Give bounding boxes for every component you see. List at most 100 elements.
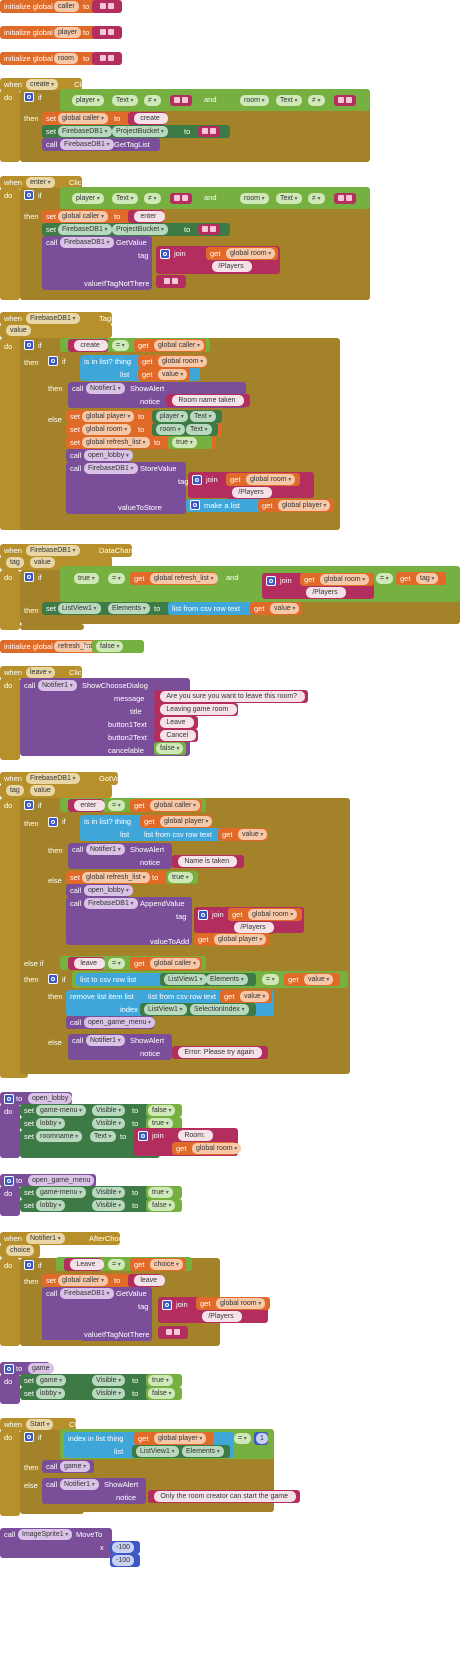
variable-name-dropdown[interactable]: global room (246, 474, 296, 485)
variable-name-dropdown[interactable]: value (304, 974, 334, 985)
component-dropdown[interactable]: leave (26, 667, 56, 678)
variable-name-dropdown[interactable]: global player (154, 1433, 207, 1444)
mutator-gear-icon[interactable] (24, 800, 34, 810)
mutator-gear-icon[interactable] (4, 1364, 14, 1374)
component-dropdown[interactable]: game (36, 1375, 67, 1386)
mutator-gear-icon[interactable] (266, 576, 276, 586)
mutator-gear-icon[interactable] (4, 1094, 14, 1104)
empty-string-block[interactable] (170, 95, 192, 106)
component-dropdown[interactable]: room (240, 193, 269, 204)
variable-name-dropdown[interactable]: global player (214, 934, 267, 945)
boolean-dropdown[interactable]: false (148, 1105, 176, 1116)
operator-dropdown[interactable]: ≠ (308, 95, 325, 106)
mutator-gear-icon[interactable] (24, 572, 34, 582)
component-dropdown[interactable]: ListView1 (144, 1004, 187, 1015)
component-dropdown[interactable]: player (72, 95, 104, 106)
mutator-gear-icon[interactable] (4, 1176, 14, 1186)
component-dropdown[interactable]: FirebaseDB1 (26, 773, 80, 784)
variable-name-dropdown[interactable]: value (158, 369, 188, 380)
variable-dropdown[interactable]: global refresh_list (82, 872, 150, 883)
component-dropdown[interactable]: lobby (36, 1118, 66, 1129)
component-dropdown[interactable]: ListView1 (136, 1446, 179, 1457)
operator-dropdown[interactable]: = (108, 800, 125, 811)
component-dropdown[interactable]: room (240, 95, 269, 106)
mutator-gear-icon[interactable] (24, 340, 34, 350)
property-dropdown[interactable]: Visible (92, 1105, 126, 1116)
component-dropdown[interactable]: game-menu (36, 1105, 87, 1116)
procedure-dropdown[interactable]: open_game_menu (84, 1017, 156, 1028)
property-dropdown[interactable]: Visible (92, 1118, 126, 1129)
variable-name-dropdown[interactable]: value (270, 603, 300, 614)
operator-dropdown[interactable]: = (108, 1259, 125, 1270)
component-dropdown[interactable]: player (156, 411, 188, 422)
component-dropdown[interactable]: FirebaseDB1 (58, 224, 112, 235)
variable-name-dropdown[interactable]: global room (248, 909, 298, 920)
mutator-gear-icon[interactable] (138, 1131, 148, 1141)
boolean-dropdown[interactable]: true (168, 872, 193, 883)
component-dropdown[interactable]: Start (26, 1419, 54, 1430)
variable-name-dropdown[interactable]: choice (150, 1259, 183, 1270)
empty-string-block[interactable] (334, 193, 356, 204)
boolean-dropdown[interactable]: false (156, 743, 184, 754)
property-dropdown[interactable]: Text (190, 411, 216, 422)
empty-string-block[interactable] (96, 27, 118, 38)
variable-name-dropdown[interactable]: global room (320, 574, 370, 585)
operator-dropdown[interactable]: ≠ (308, 193, 325, 204)
procedure-dropdown[interactable]: game (60, 1461, 91, 1472)
component-dropdown[interactable]: Notifier1 (60, 1479, 99, 1490)
operator-dropdown[interactable]: = (112, 340, 129, 351)
boolean-dropdown[interactable]: true (148, 1118, 173, 1129)
component-dropdown[interactable]: Notifier1 (86, 383, 125, 394)
property-dropdown[interactable]: Visible (92, 1200, 126, 1211)
variable-name-dropdown[interactable]: global caller (154, 340, 205, 351)
empty-string-block[interactable] (162, 1327, 184, 1338)
component-dropdown[interactable]: enter (26, 177, 55, 188)
operator-dropdown[interactable]: = (262, 974, 279, 985)
component-dropdown[interactable]: roomname (36, 1131, 83, 1142)
component-dropdown[interactable]: FirebaseDB1 (60, 237, 114, 248)
variable-name-dropdown[interactable]: global refresh_list (150, 573, 218, 584)
component-dropdown[interactable]: FirebaseDB1 (60, 1288, 114, 1299)
property-dropdown[interactable]: Text (276, 95, 302, 106)
boolean-dropdown[interactable]: true (148, 1187, 173, 1198)
property-dropdown[interactable]: ProjectBucket (112, 224, 168, 235)
variable-name-dropdown[interactable]: global room (158, 356, 208, 367)
property-dropdown[interactable]: Text (112, 95, 138, 106)
empty-string-block[interactable] (198, 126, 220, 137)
empty-string-block[interactable] (160, 276, 182, 287)
boolean-dropdown[interactable]: false (148, 1388, 176, 1399)
component-dropdown[interactable]: Notifier1 (26, 1233, 65, 1244)
operator-dropdown[interactable]: = (108, 573, 125, 584)
variable-name-dropdown[interactable]: global caller (150, 958, 201, 969)
procedure-dropdown[interactable]: open_lobby (84, 450, 133, 461)
property-dropdown[interactable]: Visible (92, 1187, 126, 1198)
variable-name-dropdown[interactable]: tag (416, 573, 439, 584)
mutator-gear-icon[interactable] (24, 190, 34, 200)
property-dropdown[interactable]: ProjectBucket (112, 126, 168, 137)
operator-dropdown[interactable]: ≠ (144, 193, 161, 204)
empty-string-block[interactable] (96, 1, 118, 12)
operator-dropdown[interactable]: = (108, 958, 125, 969)
empty-string-block[interactable] (96, 53, 118, 64)
variable-name-dropdown[interactable]: global room (216, 1298, 266, 1309)
mutator-gear-icon[interactable] (24, 92, 34, 102)
component-dropdown[interactable]: FirebaseDB1 (26, 545, 80, 556)
component-dropdown[interactable]: Notifier1 (38, 680, 77, 691)
variable-name-dropdown[interactable]: global room (192, 1143, 242, 1154)
property-dropdown[interactable]: Elements (206, 974, 248, 985)
variable-name-dropdown[interactable]: global room (226, 248, 276, 259)
property-dropdown[interactable]: Visible (92, 1375, 126, 1386)
component-dropdown[interactable]: lobby (36, 1388, 66, 1399)
variable-name-dropdown[interactable]: value (240, 991, 270, 1002)
property-dropdown[interactable]: Text (90, 1131, 116, 1142)
boolean-dropdown[interactable]: true (74, 573, 99, 584)
operator-dropdown[interactable]: = (376, 573, 393, 584)
variable-dropdown[interactable]: global caller (58, 211, 109, 222)
variable-dropdown[interactable]: global caller (58, 1275, 109, 1286)
procedure-dropdown[interactable]: open_lobby (84, 885, 133, 896)
variable-name-dropdown[interactable]: global player (160, 816, 213, 827)
component-dropdown[interactable]: create (26, 79, 59, 90)
component-dropdown[interactable]: ListView1 (58, 603, 101, 614)
component-dropdown[interactable]: FirebaseDB1 (84, 463, 138, 474)
mutator-gear-icon[interactable] (162, 1300, 172, 1310)
